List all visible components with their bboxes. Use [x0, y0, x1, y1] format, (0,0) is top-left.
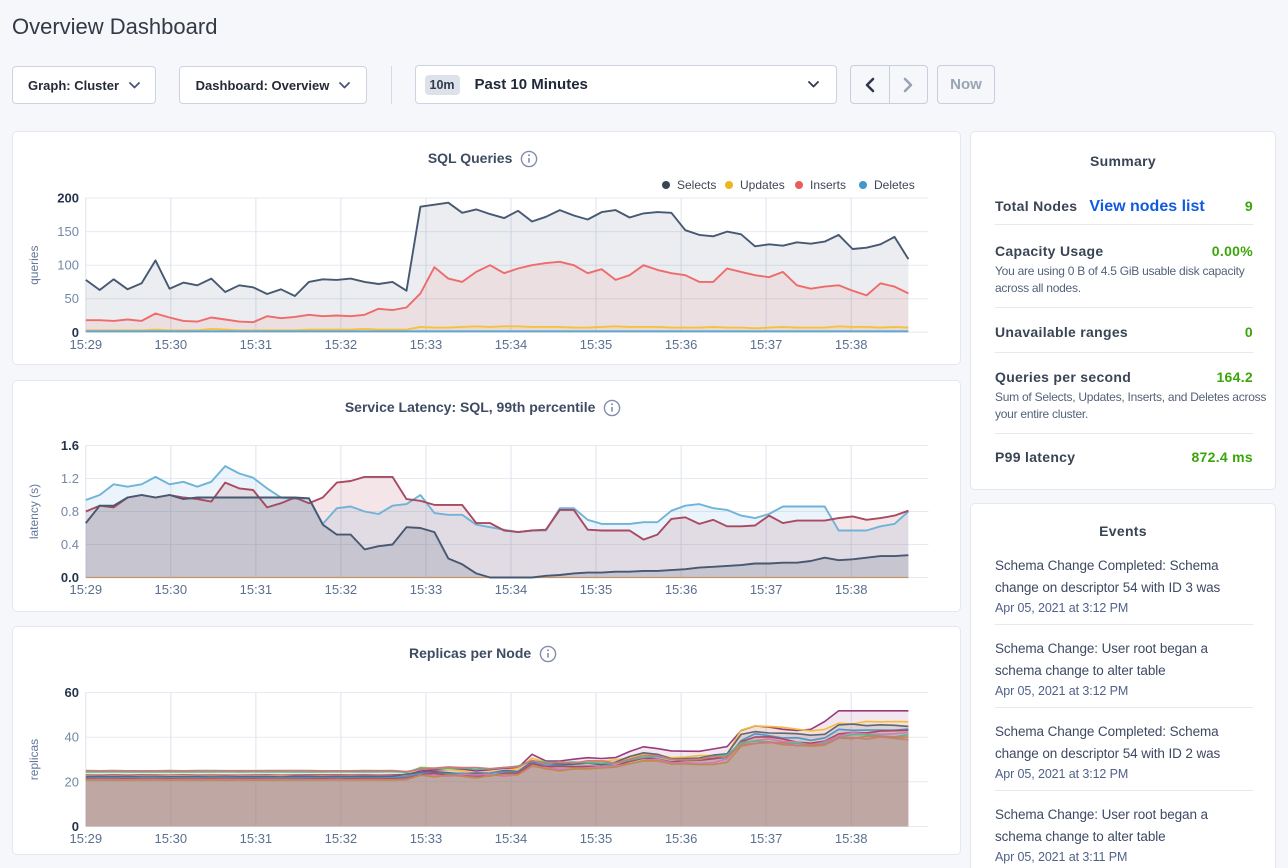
svg-text:15:31: 15:31	[240, 582, 273, 597]
svg-text:15:36: 15:36	[665, 582, 698, 597]
svg-text:15:35: 15:35	[580, 582, 613, 597]
svg-text:200: 200	[57, 191, 79, 206]
svg-text:15:35: 15:35	[580, 831, 613, 846]
svg-text:15:33: 15:33	[410, 337, 443, 352]
svg-text:15:36: 15:36	[665, 831, 698, 846]
svg-text:0.8: 0.8	[61, 504, 79, 519]
svg-text:15:34: 15:34	[495, 337, 528, 352]
svg-text:0.4: 0.4	[61, 537, 79, 552]
svg-text:15:38: 15:38	[835, 831, 868, 846]
svg-text:15:31: 15:31	[240, 337, 273, 352]
svg-text:0: 0	[72, 819, 79, 834]
svg-text:0: 0	[72, 325, 79, 340]
svg-text:20: 20	[65, 774, 79, 789]
svg-text:15:34: 15:34	[495, 831, 528, 846]
svg-text:15:38: 15:38	[835, 582, 868, 597]
svg-text:15:34: 15:34	[495, 582, 528, 597]
svg-text:15:29: 15:29	[70, 337, 103, 352]
svg-text:15:32: 15:32	[325, 582, 358, 597]
svg-text:15:31: 15:31	[240, 831, 273, 846]
svg-text:15:36: 15:36	[665, 337, 698, 352]
svg-text:100: 100	[57, 258, 79, 273]
svg-text:0.0: 0.0	[61, 570, 79, 585]
svg-text:15:32: 15:32	[325, 831, 358, 846]
svg-text:1.6: 1.6	[61, 438, 79, 453]
svg-text:replicas: replicas	[27, 739, 41, 780]
svg-text:60: 60	[65, 685, 79, 700]
svg-text:15:37: 15:37	[750, 582, 783, 597]
svg-text:40: 40	[65, 730, 79, 745]
svg-text:15:32: 15:32	[325, 337, 358, 352]
svg-text:15:30: 15:30	[155, 582, 188, 597]
svg-text:15:29: 15:29	[70, 831, 103, 846]
svg-text:15:33: 15:33	[410, 831, 443, 846]
svg-text:1.2: 1.2	[61, 471, 79, 486]
svg-text:queries: queries	[27, 246, 41, 285]
svg-text:150: 150	[57, 224, 79, 239]
svg-text:50: 50	[65, 291, 79, 306]
svg-text:15:30: 15:30	[155, 831, 188, 846]
svg-text:15:35: 15:35	[580, 337, 613, 352]
svg-text:15:29: 15:29	[70, 582, 103, 597]
svg-text:15:37: 15:37	[750, 337, 783, 352]
svg-text:15:33: 15:33	[410, 582, 443, 597]
svg-text:15:38: 15:38	[835, 337, 868, 352]
svg-text:15:37: 15:37	[750, 831, 783, 846]
svg-text:15:30: 15:30	[155, 337, 188, 352]
svg-text:latency (s): latency (s)	[27, 483, 41, 538]
